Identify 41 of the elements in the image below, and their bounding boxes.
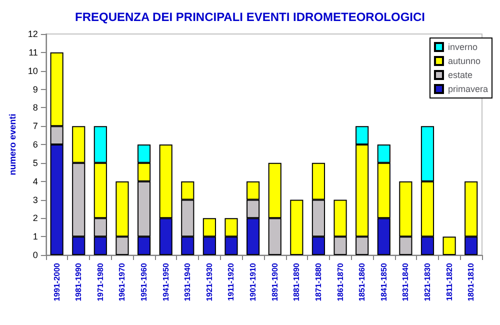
y-tick-label: 2 <box>32 213 38 224</box>
x-tick-label: 1871-1880 <box>314 262 323 302</box>
y-tick-label: 6 <box>32 140 38 150</box>
x-tick-label: 1981-1990 <box>74 262 84 302</box>
x-tick-label: 1891-1900 <box>270 262 280 302</box>
y-tick-label: 3 <box>32 194 38 205</box>
y-tick-label: 0 <box>32 250 38 260</box>
x-tick-label: 1951-1960 <box>140 262 149 302</box>
x-tick-label: 1911-1920 <box>226 262 236 301</box>
y-tick-label: 12 <box>28 29 38 39</box>
x-tick-label: 1961-1970 <box>118 262 127 302</box>
x-tick-label: 1841-1850 <box>379 262 388 302</box>
y-tick-label: 9 <box>32 84 38 94</box>
y-tick-label: 1 <box>32 232 38 242</box>
x-tick-label: 1811-1820 <box>444 262 454 301</box>
legend-label: autunno <box>448 56 481 66</box>
x-tick-label: 1861-1870 <box>336 262 345 302</box>
y-tick-label: 10 <box>28 66 38 76</box>
x-tick-label: 1971-1980 <box>96 262 105 302</box>
x-tick-label: 1991-2000 <box>52 262 62 302</box>
x-tick-label: 1821-1830 <box>422 262 432 302</box>
x-tick-label: 1931-1940 <box>183 262 192 302</box>
bar <box>290 200 304 255</box>
y-tick-label: 8 <box>32 102 38 113</box>
x-tick-label: 1801-1810 <box>466 262 476 302</box>
y-tick-label: 7 <box>32 121 38 132</box>
x-tick-label: 1941-1950 <box>161 262 170 302</box>
x-tick-label: 1831-1840 <box>401 262 410 302</box>
y-tick-label: 11 <box>28 47 38 58</box>
legend-label: inverno <box>448 42 478 52</box>
y-tick-label: 5 <box>32 158 38 168</box>
y-axis-title: numero eventi <box>8 114 18 176</box>
legend-label: primavera <box>448 84 488 94</box>
x-tick-label: 1901-1910 <box>248 262 258 302</box>
chart-title: FREQUENZA DEI PRINCIPALI EVENTI IDROMETEOROLOGICI <box>74 10 426 24</box>
x-tick-label: 1921-1930 <box>204 262 214 302</box>
bar <box>442 236 456 255</box>
y-tick-label: 4 <box>32 176 38 186</box>
legend-label: estate <box>448 70 473 80</box>
x-tick-label: 1881-1890 <box>292 262 302 302</box>
x-tick-label: 1851-1860 <box>358 262 367 302</box>
